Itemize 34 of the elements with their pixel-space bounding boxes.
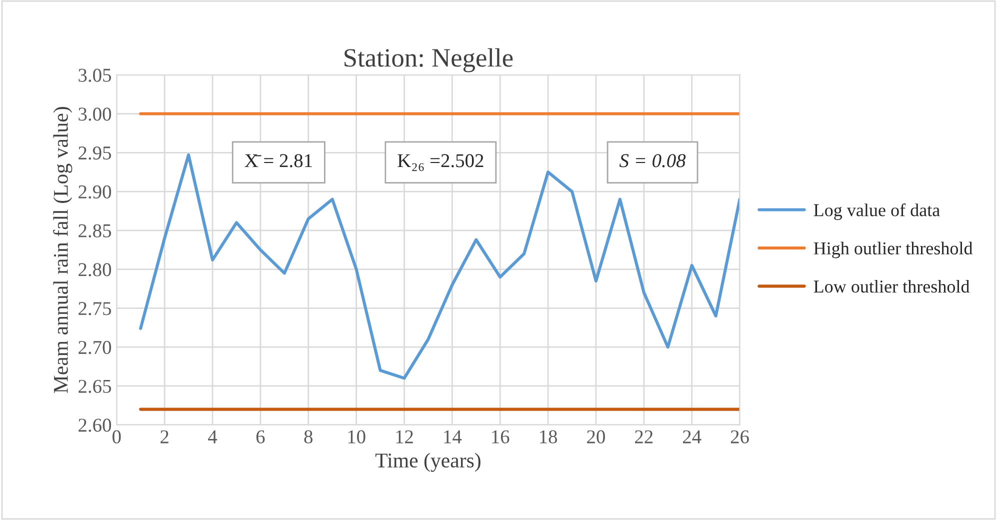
x-axis-title: Time (years)	[375, 452, 480, 472]
y-tick-label: 3.00	[78, 108, 112, 121]
x-tick-label: 10	[348, 430, 366, 444]
y-tick-label: 2.95	[78, 146, 112, 160]
x-tick-label: 4	[208, 430, 218, 444]
x-tick-label: 12	[396, 430, 413, 444]
x-tick-label: 14	[444, 430, 462, 444]
y-tick-label: 2.70	[78, 340, 112, 354]
x-tick-label: 0	[112, 430, 121, 444]
x-tick-label: 6	[256, 430, 265, 444]
y-tick-label: 2.85	[78, 224, 112, 238]
y-tick-label: 2.80	[78, 263, 112, 276]
x-tick-label: 2	[160, 430, 168, 444]
x-tick-label: 16	[492, 430, 510, 444]
y-tick-label: 2.65	[78, 380, 112, 393]
y-tick-label: 2.90	[78, 185, 112, 199]
x-tick-label: 24	[682, 430, 702, 444]
legend-label: High outlier threshold	[814, 242, 973, 258]
legend-label: Low outlier threshold	[814, 280, 970, 293]
legend-label: Log value of data	[814, 203, 940, 220]
y-tick-label: 2.75	[78, 302, 112, 316]
chart-title: Station: Negelle	[344, 48, 513, 72]
y-tick-label: 2.60	[78, 418, 112, 432]
x-tick-label: 26	[730, 430, 749, 444]
annotation: K₂₆ =2.502	[398, 154, 484, 172]
annotation: S = 0.08	[619, 154, 686, 168]
line-series	[139, 153, 740, 380]
y-axis-title: Meam annual rain fall (Log value)	[53, 107, 72, 394]
x-tick-label: 8	[304, 430, 312, 444]
x-tick-label: 22	[635, 430, 653, 444]
annotation: X̄ = 2.81	[244, 154, 312, 168]
y-tick-label: 3.05	[78, 68, 112, 82]
x-tick-label: 20	[587, 430, 605, 444]
x-tick-label: 18	[540, 430, 558, 444]
